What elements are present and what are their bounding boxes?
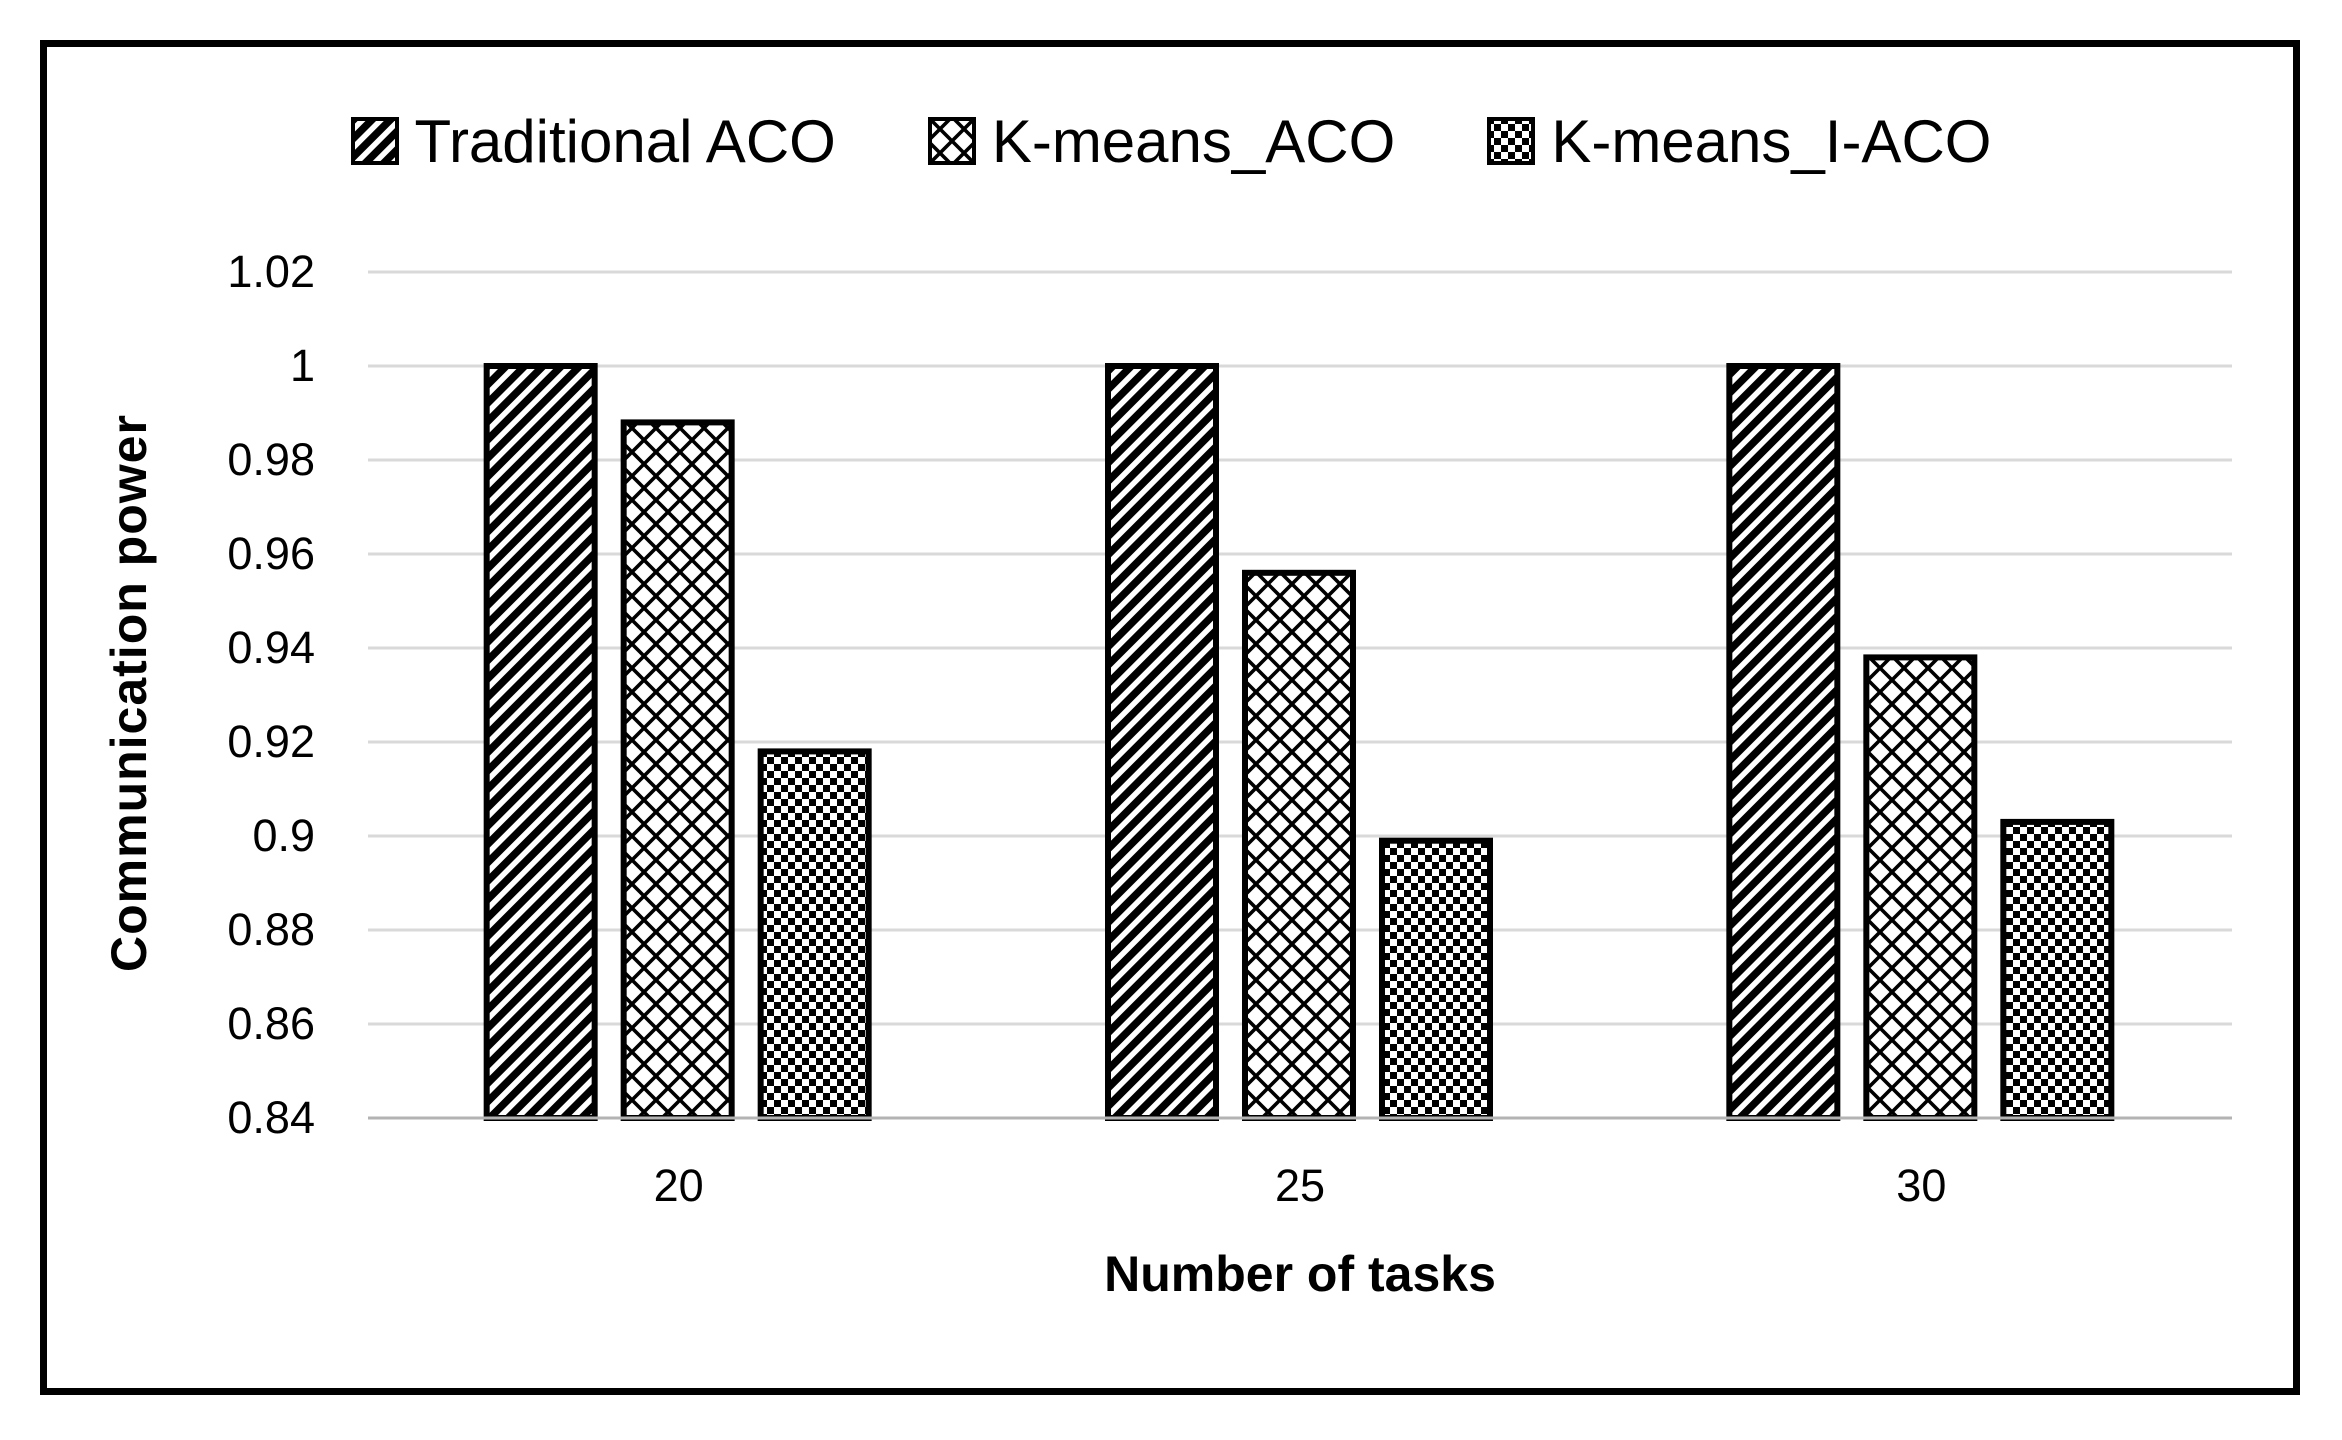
legend-item-traditional-aco: Traditional ACO <box>350 107 836 176</box>
legend-item-k-means-i-aco: K-means_I-ACO <box>1487 107 1991 176</box>
bar-k-means-i-aco-30 <box>2000 818 2115 1122</box>
y-tick-0-88: 0.88 <box>227 904 315 955</box>
bar-traditional-aco-25 <box>1105 363 1219 1121</box>
x-tick-25: 25 <box>1274 1160 1326 1211</box>
legend-swatch-checkerboard-icon <box>1487 117 1536 165</box>
bar-k-means-aco-25 <box>1242 569 1356 1121</box>
bar-k-means-i-aco-25 <box>1379 837 1493 1121</box>
bar-k-means-i-aco-20 <box>757 748 872 1121</box>
x-tick-30: 30 <box>1896 1160 1947 1211</box>
legend-label-k-means-i-aco: K-means_I-ACO <box>1551 107 1992 175</box>
bar-traditional-aco-20 <box>483 363 598 1121</box>
legend-swatch-diamond-crosshatch-icon <box>927 117 976 165</box>
legend-label-k-means-aco: K-means_ACO <box>991 107 1396 175</box>
legend-swatch-diagonal-stripes-icon <box>350 117 399 165</box>
y-tick-0-86: 0.86 <box>227 998 315 1049</box>
plot-area <box>368 270 2232 1122</box>
y-tick-0-98: 0.98 <box>227 434 315 485</box>
x-tick-20: 20 <box>653 1160 704 1211</box>
y-tick-0-92: 0.92 <box>227 716 315 767</box>
y-tick-0-84: 0.84 <box>227 1092 315 1143</box>
y-tick-0-9: 0.9 <box>252 810 315 861</box>
y-tick-1: 1 <box>289 340 315 391</box>
x-axis-title: Number of tasks <box>1104 1246 1496 1302</box>
y-tick-1-02: 1.02 <box>227 246 315 297</box>
legend-label-traditional-aco: Traditional ACO <box>414 107 836 175</box>
bar-traditional-aco-30 <box>1726 363 1841 1121</box>
y-tick-0-94: 0.94 <box>227 622 315 673</box>
legend: Traditional ACO K-means_ACO K-means_I-ACO <box>47 95 2295 187</box>
y-tick-0-96: 0.96 <box>227 528 315 579</box>
bar-k-means-aco-30 <box>1863 654 1978 1121</box>
bar-k-means-aco-20 <box>620 419 735 1121</box>
legend-item-k-means-aco: K-means_ACO <box>927 107 1396 176</box>
